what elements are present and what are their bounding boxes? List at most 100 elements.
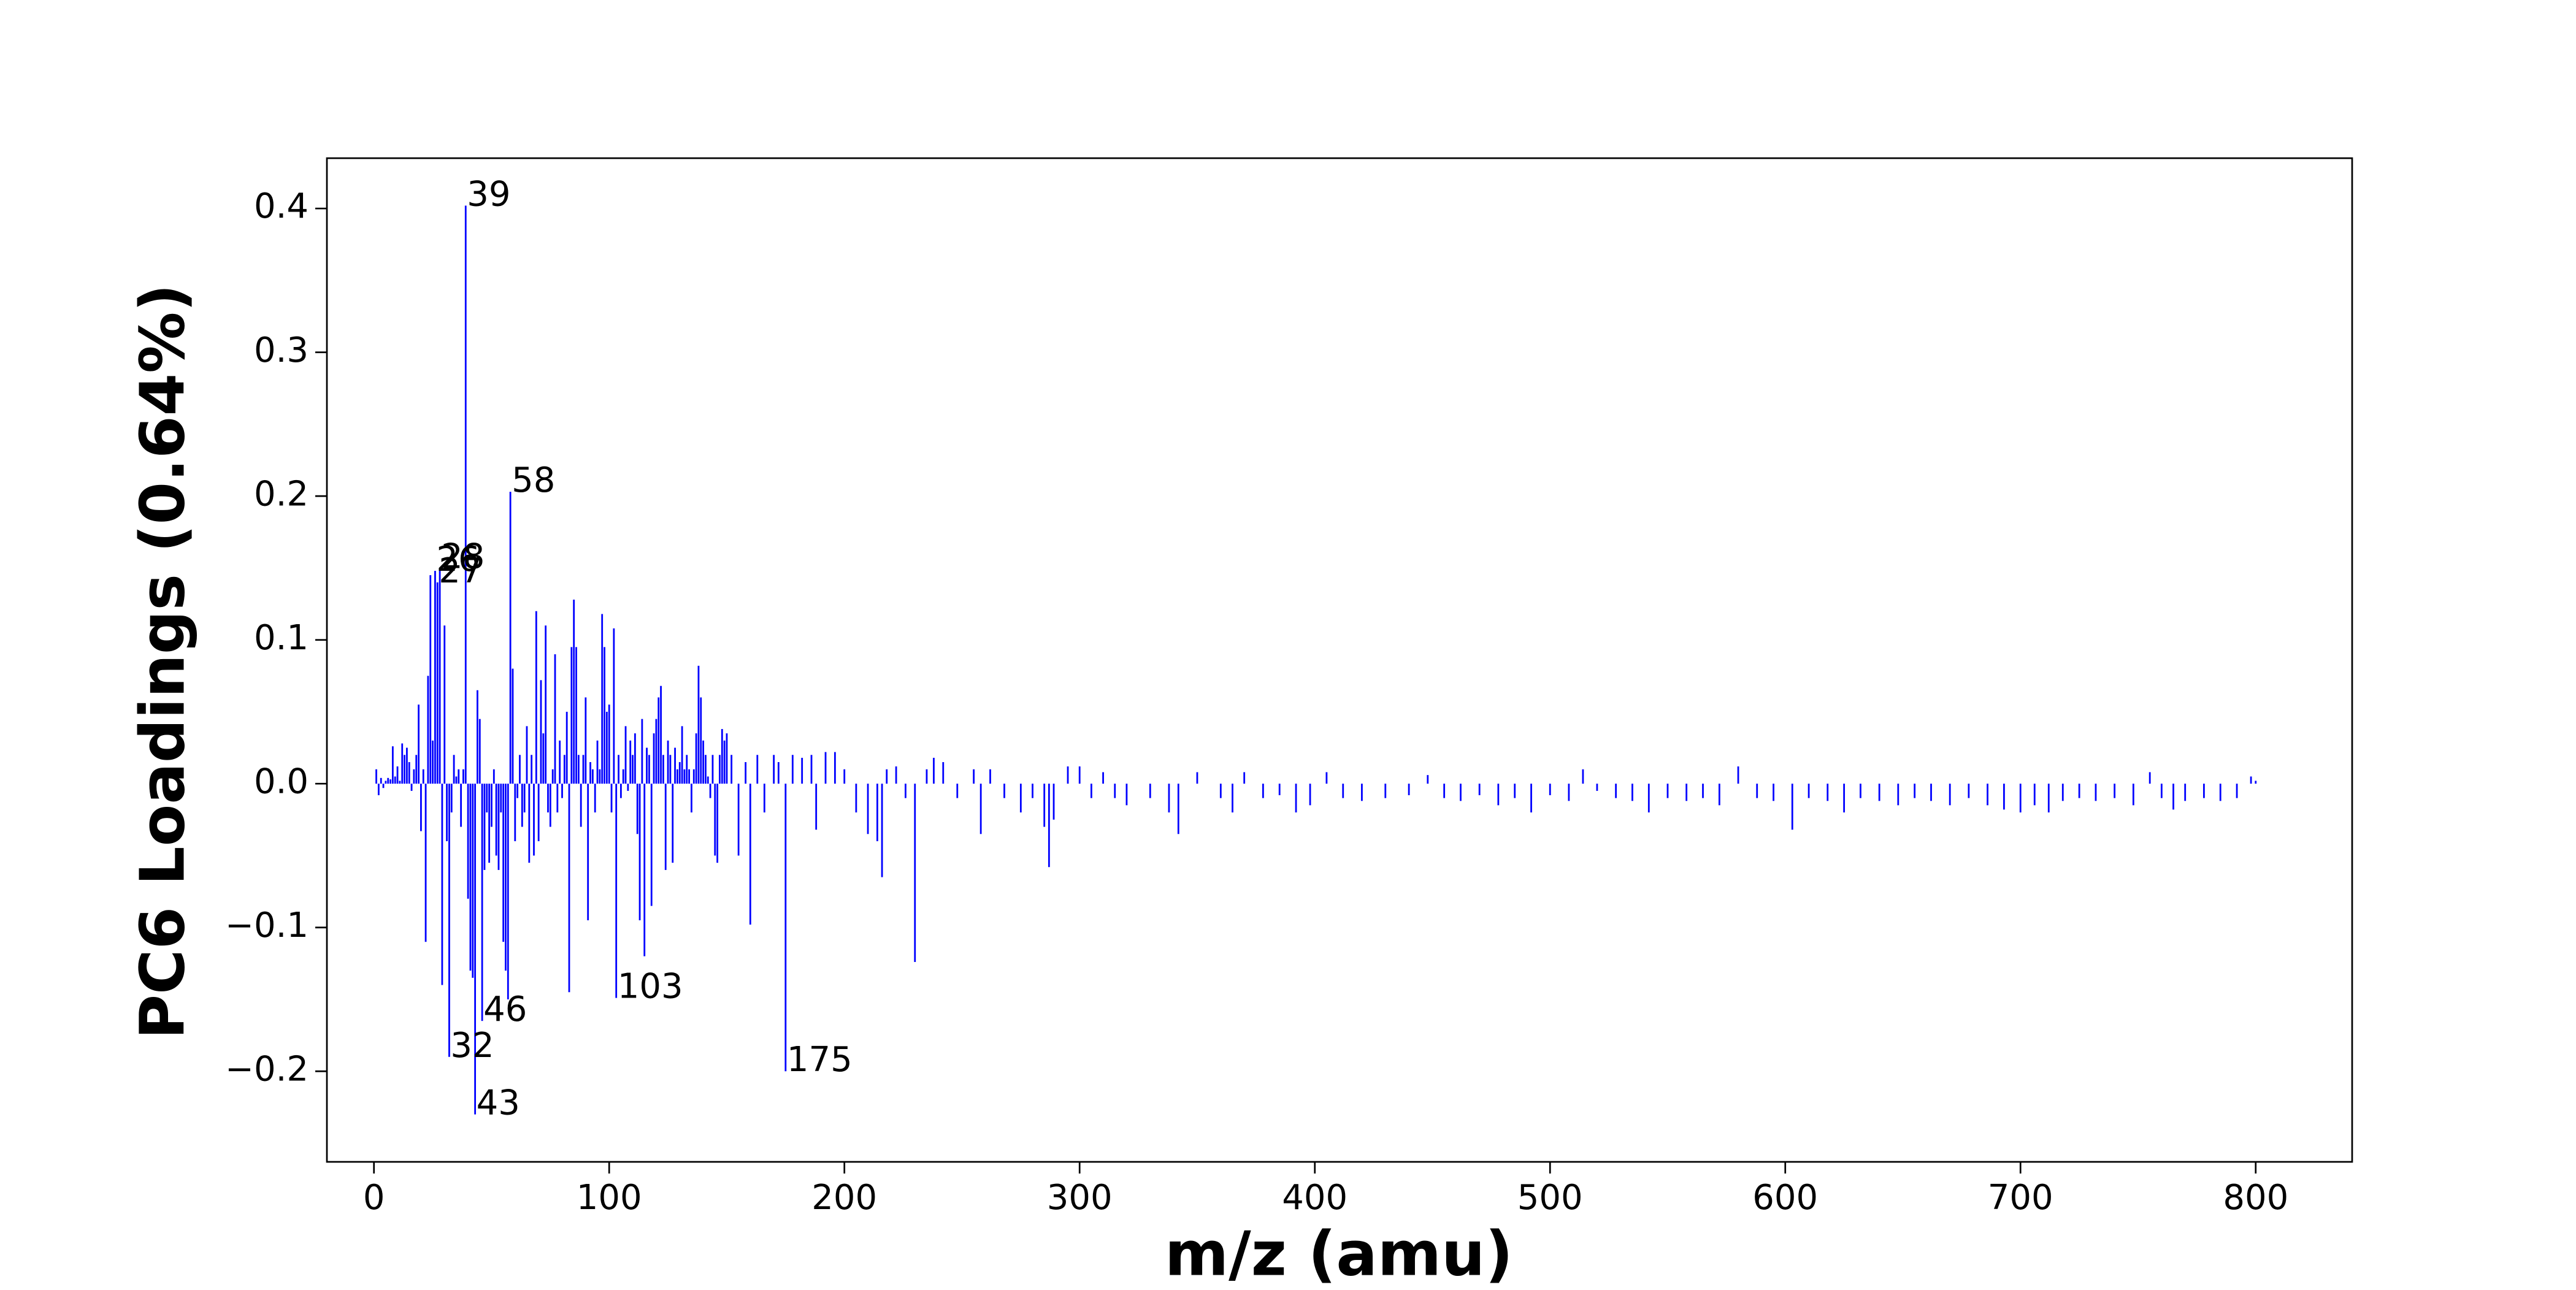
bar [716,784,719,863]
bar [462,769,464,784]
bar [674,747,676,784]
bar [1262,784,1264,798]
bar [1278,784,1281,795]
bar [1702,784,1704,798]
bar [648,755,650,784]
bar [582,755,585,784]
bar [495,784,497,856]
x-tick-label: 700 [1988,1178,2053,1218]
bar [450,784,453,813]
bar [1843,784,1846,813]
bar [657,697,660,784]
bar [460,784,462,827]
bar [726,733,728,784]
y-tick-label: −0.2 [225,1049,309,1089]
bar [2184,784,2187,801]
bar [516,784,519,798]
bar [585,697,587,784]
bar [1914,784,1916,798]
bar [1196,772,1198,784]
bar [1878,784,1880,801]
y-tick-label: 0.0 [254,761,309,801]
bar [1514,784,1516,798]
bar [756,755,759,784]
bar [1549,784,1551,795]
bar [1219,784,1222,798]
bar [1497,784,1500,806]
bar [531,755,533,784]
bar [391,746,394,784]
bar [1460,784,1462,801]
bar [737,784,740,856]
bar [446,784,448,842]
bar [599,769,601,784]
bar [1243,772,1246,784]
bar [533,784,535,856]
y-tick-label: 0.3 [254,330,309,370]
bar [399,780,401,784]
bar [2019,784,2022,813]
bar [1596,784,1598,791]
bar [507,784,509,999]
bar [867,784,869,834]
bar [810,755,813,784]
bar [458,769,460,784]
bar [624,726,627,784]
bar [389,779,391,784]
bar [535,611,537,784]
bar [1791,784,1793,830]
bar [613,628,615,784]
bar [1125,784,1128,806]
bar [2047,784,2050,813]
bar [1384,784,1387,798]
bar [1342,784,1344,798]
bar [1737,766,1739,784]
bar [876,784,878,842]
y-axis-label: PC6 Loadings (0.64%) [126,284,198,1039]
bar [655,719,657,784]
bar [427,676,429,784]
bar [472,784,474,978]
bar [784,784,787,1072]
bar [439,568,441,784]
bar [514,784,516,842]
bar [834,752,836,784]
bar [483,784,486,870]
peak-annotation: 175 [787,1040,853,1080]
bar [545,625,547,784]
bar [2172,784,2174,810]
bar [1019,784,1022,813]
bar [615,784,618,998]
bar [1631,784,1633,801]
bar [605,711,608,784]
bar [563,755,565,784]
peak-annotation: 28 [441,536,485,576]
bar [526,726,528,784]
peak-annotation: 27 [439,551,482,591]
bar [608,704,610,784]
bar [551,769,554,784]
bar [653,733,655,784]
bar [2149,772,2151,784]
bar [1052,784,1055,820]
bar [721,729,723,784]
bar [824,752,827,784]
bar [763,784,765,813]
x-tick-label: 500 [1517,1178,1583,1218]
bar [1427,775,1429,784]
bar [377,784,380,795]
bar [749,784,751,925]
bar [502,784,505,942]
bar [692,769,695,784]
bar [855,784,857,813]
bar [1827,784,1829,801]
bar [477,690,478,784]
bar [1718,784,1720,806]
bar [2250,776,2252,784]
bar [1860,784,1861,798]
bar [843,769,846,784]
bar [2236,784,2238,798]
bar [394,776,396,784]
bar [420,784,422,831]
bar [669,755,672,784]
